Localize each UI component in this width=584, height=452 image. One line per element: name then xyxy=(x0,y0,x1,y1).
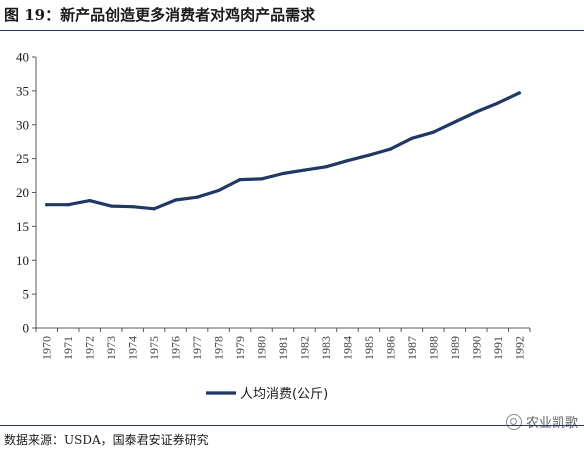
data-point xyxy=(152,207,156,211)
data-point xyxy=(388,147,392,151)
legend-label: 人均消费(公斤) xyxy=(240,387,328,402)
x-tick-label: 1973 xyxy=(104,336,118,360)
y-tick-label: 20 xyxy=(16,185,29,200)
data-point xyxy=(410,136,414,140)
x-tick-label: 1974 xyxy=(126,336,140,360)
y-tick-label: 25 xyxy=(16,151,29,166)
y-tick-label: 0 xyxy=(23,321,30,336)
x-tick-label: 1971 xyxy=(61,336,75,360)
x-tick-label: 1976 xyxy=(169,336,183,360)
y-tick-label: 35 xyxy=(16,83,29,98)
y-tick-label: 15 xyxy=(16,219,29,234)
x-tick-label: 1972 xyxy=(83,336,97,360)
series-line xyxy=(45,91,521,211)
data-point xyxy=(88,199,92,203)
data-point xyxy=(431,130,435,134)
data-point xyxy=(281,171,285,176)
data-point xyxy=(45,203,49,207)
x-tick-label: 1991 xyxy=(491,336,505,360)
data-point xyxy=(259,177,264,181)
figure-title-bar: 图 19：新产品创造更多消费者对鸡肉产品需求 xyxy=(0,0,584,31)
data-point xyxy=(238,178,242,182)
x-tick-label: 1983 xyxy=(319,336,333,360)
x-tick-label: 1979 xyxy=(233,336,247,360)
figure-title: 图 19：新产品创造更多消费者对鸡肉产品需求 xyxy=(4,6,316,24)
data-point xyxy=(324,165,328,169)
x-tick-label: 1988 xyxy=(426,336,440,360)
y-tick-label: 10 xyxy=(16,253,29,268)
x-tick-label: 1982 xyxy=(297,336,311,360)
data-point xyxy=(474,110,478,114)
source-bar: 数据来源：USDA，国泰君安证券研究 xyxy=(0,425,584,452)
data-point xyxy=(66,203,70,207)
x-tick-label: 1990 xyxy=(469,336,483,360)
data-point xyxy=(496,101,500,105)
data-point xyxy=(174,198,178,202)
watermark: 农业凯歌 xyxy=(505,412,578,431)
x-tick-label: 1981 xyxy=(276,336,290,360)
data-point xyxy=(367,153,371,157)
x-tick-label: 1984 xyxy=(340,336,354,360)
x-tick-label: 1985 xyxy=(362,336,376,360)
x-tick-label: 1977 xyxy=(190,336,204,360)
x-tick-label: 1978 xyxy=(212,336,226,360)
x-tick-label: 1986 xyxy=(383,336,397,360)
data-point xyxy=(195,195,199,199)
y-tick-label: 40 xyxy=(16,50,29,65)
watermark-text: 农业凯歌 xyxy=(525,416,578,431)
x-tick-label: 1987 xyxy=(405,336,419,360)
y-tick-label: 5 xyxy=(23,287,30,302)
data-point xyxy=(131,205,135,209)
x-tick-label: 1989 xyxy=(448,336,462,360)
data-point xyxy=(345,159,350,163)
source-note: 数据来源：USDA，国泰君安证券研究 xyxy=(4,433,209,447)
data-point xyxy=(302,168,307,172)
line-chart: 0 5 10 15 20 25 30 35 40 1970 1971 1972 1973 1974 1975… xyxy=(16,50,531,402)
wechat-icon xyxy=(505,413,522,430)
data-point xyxy=(517,91,521,95)
x-tick-label: 1992 xyxy=(512,336,526,360)
data-point xyxy=(109,204,113,208)
x-tick-label: 1970 xyxy=(40,336,54,360)
data-point xyxy=(216,188,221,193)
x-tick-label: 1975 xyxy=(147,336,161,360)
data-point xyxy=(453,120,457,124)
y-tick-label: 30 xyxy=(16,117,29,132)
x-tick-label: 1980 xyxy=(255,336,269,360)
